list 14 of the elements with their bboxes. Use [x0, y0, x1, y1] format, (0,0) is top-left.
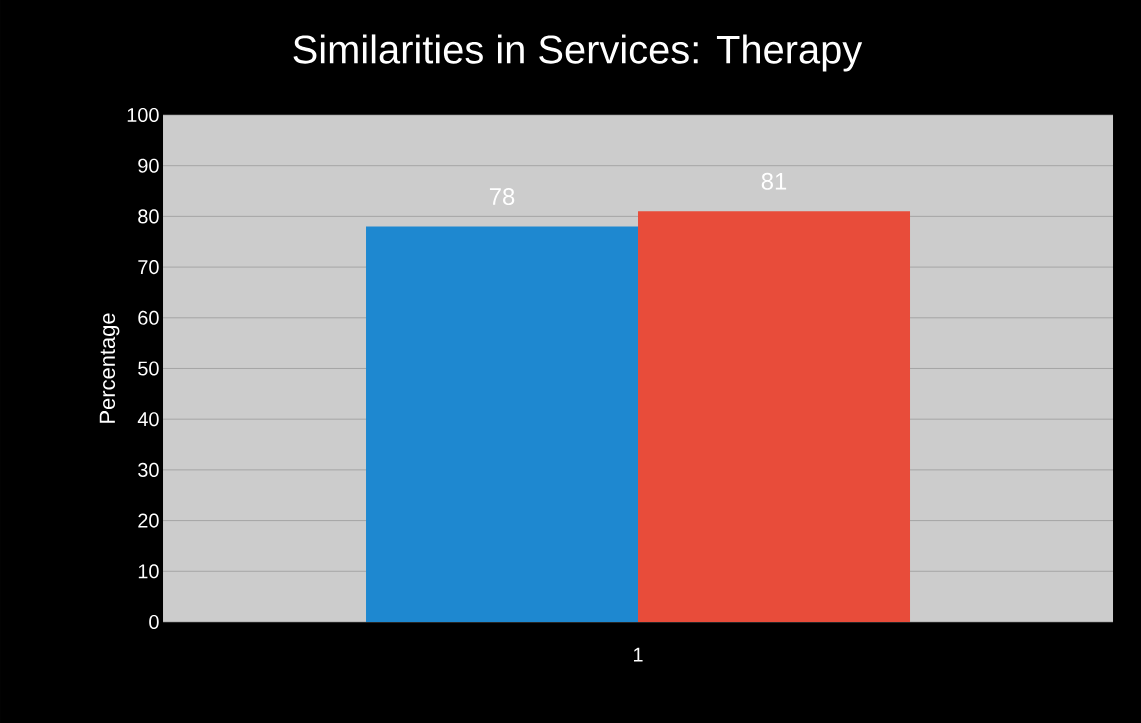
y-tick-label: 90 — [138, 158, 159, 173]
y-tick-label: 60 — [138, 310, 159, 325]
y-axis-title: Percentage — [99, 313, 120, 423]
y-tick-label: 50 — [138, 361, 159, 376]
chart-title: Similarities in Services: Therapy — [293, 34, 863, 72]
y-tick-label: 100 — [127, 107, 159, 123]
y-tick-label: 10 — [138, 564, 159, 579]
y-tick-label: 20 — [138, 513, 159, 528]
x-tick-label: 1 — [633, 647, 643, 662]
y-tick-label: 0 — [149, 614, 159, 630]
y-tick-label: 80 — [138, 209, 159, 224]
y-tick-label: 40 — [137, 412, 159, 427]
y-tick-label: 70 — [138, 260, 159, 275]
y-tick-label: 30 — [138, 462, 159, 477]
